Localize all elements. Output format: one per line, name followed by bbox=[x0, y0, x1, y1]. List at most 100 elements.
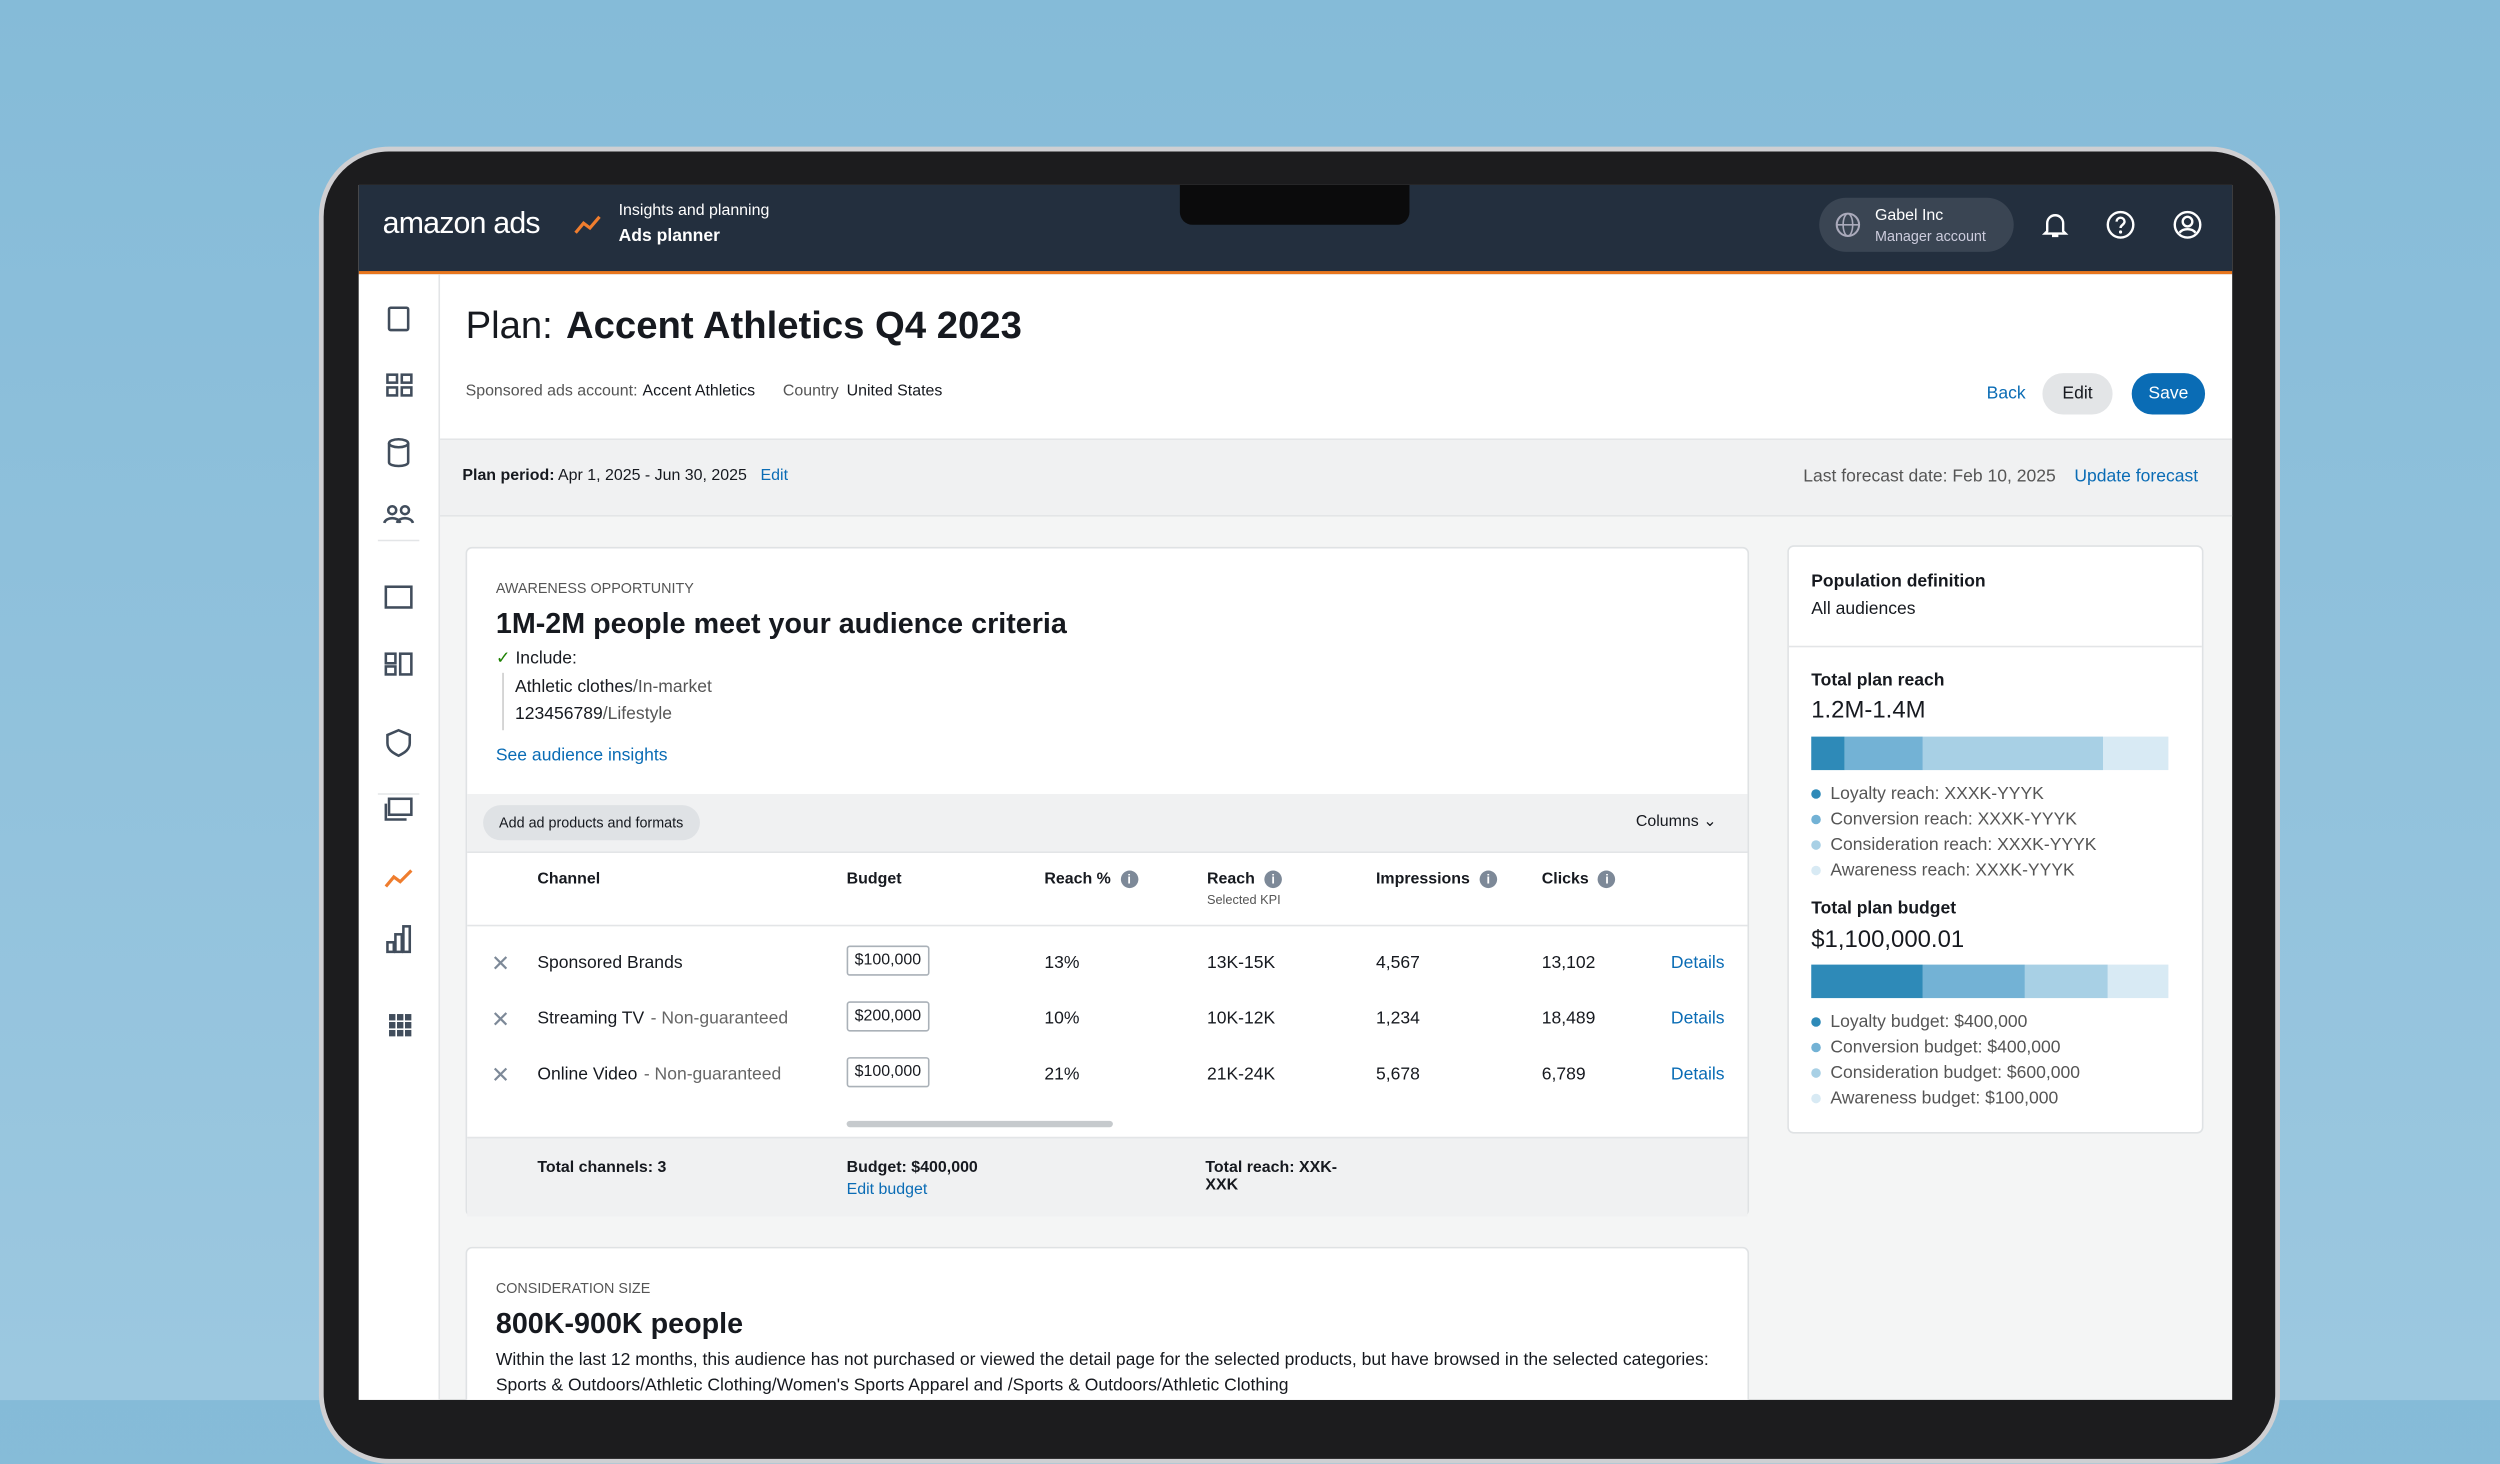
viewport: amazon ads Insights and planning Ads pla… bbox=[318, 146, 2280, 1464]
budget-input[interactable]: $100,000 bbox=[846, 945, 930, 976]
nav-icon[interactable] bbox=[386, 925, 412, 954]
column-header: Impressions i bbox=[1376, 870, 1498, 889]
account-switcher[interactable]: Gabel Inc Manager account bbox=[1819, 197, 2014, 252]
cell: 21% bbox=[1044, 1065, 1080, 1085]
nav-icon[interactable] bbox=[386, 373, 413, 397]
legend-dot bbox=[1811, 1093, 1821, 1104]
back-button[interactable]: Back bbox=[1986, 384, 2026, 404]
channel-name: Online Video bbox=[537, 1065, 638, 1085]
save-button[interactable]: Save bbox=[2131, 373, 2206, 415]
audience-name: Athletic clothes bbox=[514, 677, 633, 697]
channel-cell: Online Video - Non-guaranteed bbox=[537, 1065, 781, 1084]
legend-item: Conversion reach: XXXK-YYYK bbox=[1811, 810, 2077, 829]
remove-icon[interactable]: ✕ bbox=[491, 1006, 510, 1032]
period-value: Apr 1, 2025 - Jun 30, 2025 bbox=[558, 467, 747, 485]
info-icon[interactable]: i bbox=[1120, 870, 1138, 889]
legend-item: Conversion budget: $400,000 bbox=[1811, 1038, 2061, 1057]
update-forecast[interactable]: Update forecast bbox=[2074, 467, 2199, 487]
nav-icon[interactable] bbox=[387, 306, 410, 332]
edit-budget[interactable]: Edit budget bbox=[846, 1181, 928, 1199]
columns-button[interactable]: Columns ⌄ bbox=[1635, 813, 1717, 831]
scrollbar[interactable] bbox=[846, 1120, 1113, 1128]
info-icon[interactable]: i bbox=[1598, 870, 1616, 889]
nav-icon[interactable] bbox=[384, 652, 413, 676]
account-name: Gabel Inc bbox=[1875, 207, 1944, 225]
total-reach-value: XXK-XXK bbox=[1205, 1159, 1338, 1195]
screen: amazon ads Insights and planning Ads pla… bbox=[358, 184, 2233, 1400]
legend-dot bbox=[1811, 789, 1821, 799]
period-edit[interactable]: Edit bbox=[760, 467, 789, 485]
nav-icon[interactable] bbox=[383, 504, 415, 524]
cell: 21K-24K bbox=[1206, 1065, 1276, 1085]
channel-name: Sponsored Brands bbox=[537, 953, 683, 973]
sidebar bbox=[358, 274, 441, 1400]
edit-button[interactable]: Edit bbox=[2042, 373, 2113, 415]
legend-item: Consideration budget: $600,000 bbox=[1811, 1063, 2080, 1083]
channel-name: Streaming TV bbox=[537, 1009, 645, 1029]
remove-icon[interactable]: ✕ bbox=[491, 950, 510, 976]
details-link[interactable]: Details bbox=[1670, 1009, 1725, 1029]
section-label: Insights and planning bbox=[618, 202, 770, 221]
summary-panel: Population definition All audiences Tota… bbox=[1787, 545, 2204, 1134]
legend-label: Loyalty reach: XXXK-YYYK bbox=[1830, 784, 2044, 804]
nav-icon[interactable] bbox=[387, 437, 410, 468]
nav-icon-active[interactable] bbox=[384, 869, 413, 888]
channel-cell: Streaming TV - Non-guaranteed bbox=[537, 1009, 788, 1028]
reach-bar bbox=[1811, 736, 2169, 771]
total-reach: Total reach: XXK-XXK bbox=[1205, 1159, 1348, 1194]
budget-value: $1,100,000.01 bbox=[1811, 926, 1965, 954]
indent-line bbox=[502, 672, 504, 731]
column-header: Budget bbox=[846, 870, 902, 889]
column-subheader: Selected KPI bbox=[1206, 892, 1281, 908]
forecast-date: Last forecast date: Feb 10, 2025 bbox=[1803, 467, 2056, 487]
details-link[interactable]: Details bbox=[1670, 953, 1725, 973]
reach-label: Total plan reach bbox=[1811, 671, 1945, 691]
column-header: Clicks i bbox=[1542, 870, 1616, 889]
reach-value: 1.2M-1.4M bbox=[1811, 696, 1926, 724]
info-icon[interactable]: i bbox=[1264, 870, 1282, 889]
description: Within the last 12 months, this audience… bbox=[495, 1350, 1709, 1396]
total-channels: Total channels: 3 bbox=[537, 1159, 667, 1177]
info-icon[interactable]: i bbox=[1479, 870, 1498, 889]
legend-item: Awareness reach: XXXK-YYYK bbox=[1811, 860, 2075, 881]
profile-icon[interactable] bbox=[2173, 210, 2202, 239]
logo[interactable]: amazon ads bbox=[382, 207, 541, 241]
channel-note: - Non-guaranteed bbox=[643, 1065, 782, 1085]
cell: 13,102 bbox=[1541, 953, 1596, 973]
legend-dot bbox=[1811, 1042, 1821, 1053]
planner-icon bbox=[574, 215, 601, 234]
help-icon[interactable] bbox=[2106, 210, 2135, 239]
card-title: 800K-900K people bbox=[495, 1307, 744, 1340]
notifications-icon[interactable] bbox=[2041, 210, 2070, 239]
nav-icon[interactable] bbox=[384, 585, 413, 609]
camera-notch bbox=[1179, 184, 1410, 225]
legend-dot bbox=[1811, 1017, 1821, 1027]
cell: 4,567 bbox=[1375, 953, 1420, 973]
legend-item: Consideration reach: XXXK-YYYK bbox=[1811, 835, 2097, 855]
legend-label: Awareness budget: $100,000 bbox=[1830, 1088, 2059, 1109]
audience-insights-link[interactable]: See audience insights bbox=[495, 746, 668, 766]
details-link[interactable]: Details bbox=[1670, 1065, 1725, 1085]
nav-icon[interactable] bbox=[384, 797, 413, 821]
population-value: All audiences bbox=[1811, 599, 1916, 619]
nav-icon[interactable] bbox=[389, 1014, 412, 1037]
legend-label: Awareness reach: XXXK-YYYK bbox=[1830, 860, 2075, 881]
budget-input[interactable]: $100,000 bbox=[846, 1057, 930, 1088]
table-footer: Total channels: 3 Budget: $400,000 Edit … bbox=[467, 1136, 1748, 1217]
awareness-card: AWARENESS OPPORTUNITY 1M-2M people meet … bbox=[465, 546, 1750, 1217]
legend-item: Loyalty reach: XXXK-YYYK bbox=[1811, 784, 2044, 804]
divider bbox=[1788, 645, 2202, 648]
nav-icon[interactable] bbox=[386, 728, 412, 758]
country-label: Country bbox=[782, 382, 839, 401]
legend-label: Consideration reach: XXXK-YYYK bbox=[1830, 835, 2097, 855]
remove-icon[interactable]: ✕ bbox=[491, 1061, 510, 1088]
cell: 13% bbox=[1044, 953, 1080, 973]
sidebar-icons bbox=[377, 306, 420, 1037]
cell: 13K-15K bbox=[1206, 953, 1276, 973]
audience-type: /Lifestyle bbox=[602, 704, 673, 724]
column-header: Reach % i bbox=[1044, 870, 1138, 889]
add-products-button[interactable]: Add ad products and formats bbox=[483, 805, 700, 841]
budget-bar bbox=[1811, 964, 2169, 999]
budget-input[interactable]: $200,000 bbox=[846, 1001, 930, 1032]
legend-item: Loyalty budget: $400,000 bbox=[1811, 1012, 2027, 1032]
